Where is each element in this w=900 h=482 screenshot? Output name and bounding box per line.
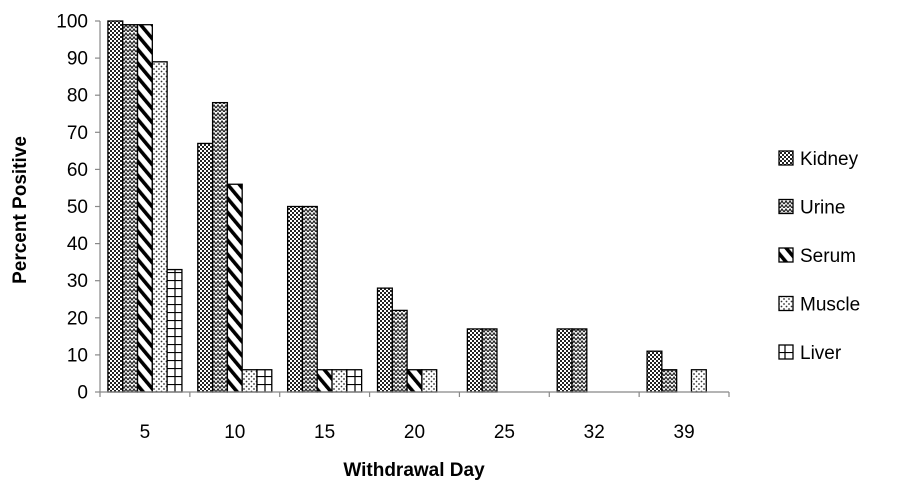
legend-swatch: [778, 344, 794, 360]
bar-urine-day-20: [391, 309, 408, 393]
bar-kidney-day-15: [286, 205, 304, 393]
y-tick-label: 10: [67, 345, 88, 366]
y-axis-title: Percent Positive: [10, 136, 31, 284]
bar-muscle-day-5: [151, 61, 168, 393]
bar-liver-day-15: [346, 369, 363, 393]
bar-urine-day-32: [571, 328, 588, 393]
bar-liver-day-10: [256, 369, 273, 393]
legend-swatch: [778, 150, 794, 166]
bar-kidney-day-10: [197, 142, 214, 393]
bar-liver-day-5: [166, 268, 183, 393]
x-tick-label: 20: [404, 422, 425, 443]
x-tick-label: 32: [584, 422, 605, 443]
legend-swatch: [778, 295, 794, 312]
y-tick-label: 40: [67, 234, 88, 255]
legend-item-kidney: Kidney: [778, 149, 859, 170]
y-tick-label: 70: [67, 123, 88, 144]
y-tick-label: 60: [67, 160, 88, 181]
y-tick-label: 30: [67, 271, 88, 292]
x-axis-title: Withdrawal Day: [343, 460, 485, 481]
legend-label: Urine: [800, 198, 845, 219]
bar-kidney-day-25: [466, 328, 483, 393]
bar-kidney-day-39: [646, 350, 663, 393]
bar-muscle-day-10: [241, 369, 258, 393]
x-tick-label: 10: [224, 422, 245, 443]
bar-kidney-day-5: [107, 20, 124, 393]
bars-group: [107, 20, 707, 393]
y-tick-label: 20: [67, 308, 88, 329]
bar-urine-day-15: [301, 205, 318, 393]
bar-urine-day-10: [211, 101, 229, 393]
y-tick-label: 50: [67, 197, 88, 218]
legend-swatch: [778, 247, 794, 263]
legend-label: Liver: [800, 343, 842, 364]
axes-group: 0 10 20 30 40 50 60 70 80 90 100 5 10 15 20 25 32 39: [56, 12, 730, 443]
bar-serum-day-20: [406, 369, 423, 393]
bar-serum-day-15: [316, 369, 333, 393]
legend-item-serum: Serum: [778, 246, 856, 267]
bar-urine-day-5: [122, 24, 139, 393]
bar-urine-day-25: [481, 328, 498, 393]
bar-serum-day-5: [136, 24, 153, 393]
bar-serum-day-10: [226, 183, 243, 393]
bar-kidney-day-32: [556, 328, 573, 393]
bar-muscle-day-20: [421, 369, 438, 393]
x-tick-label: 15: [314, 422, 335, 443]
legend-swatch: [778, 198, 794, 215]
y-tick-label: 100: [56, 12, 88, 33]
legend-label: Muscle: [800, 295, 860, 316]
y-tick-label: 90: [67, 49, 88, 70]
legend-label: Kidney: [800, 149, 859, 170]
bar-muscle-day-39: [690, 369, 707, 393]
x-tick-label: 25: [494, 422, 515, 443]
legend-label: Serum: [800, 246, 856, 267]
x-tick-label: 39: [674, 422, 695, 443]
x-tick-label: 5: [140, 422, 151, 443]
legend-item-urine: Urine: [778, 198, 845, 219]
bar-muscle-day-15: [331, 369, 348, 393]
bar-urine-day-39: [661, 369, 678, 393]
bar-kidney-day-20: [376, 287, 393, 393]
legend-item-muscle: Muscle: [778, 295, 860, 316]
y-tick-label: 0: [77, 383, 88, 404]
y-tick-label: 80: [67, 86, 88, 107]
legend-item-liver: Liver: [778, 343, 842, 364]
legend: Kidney Urine Serum Muscle Liver: [778, 149, 860, 364]
